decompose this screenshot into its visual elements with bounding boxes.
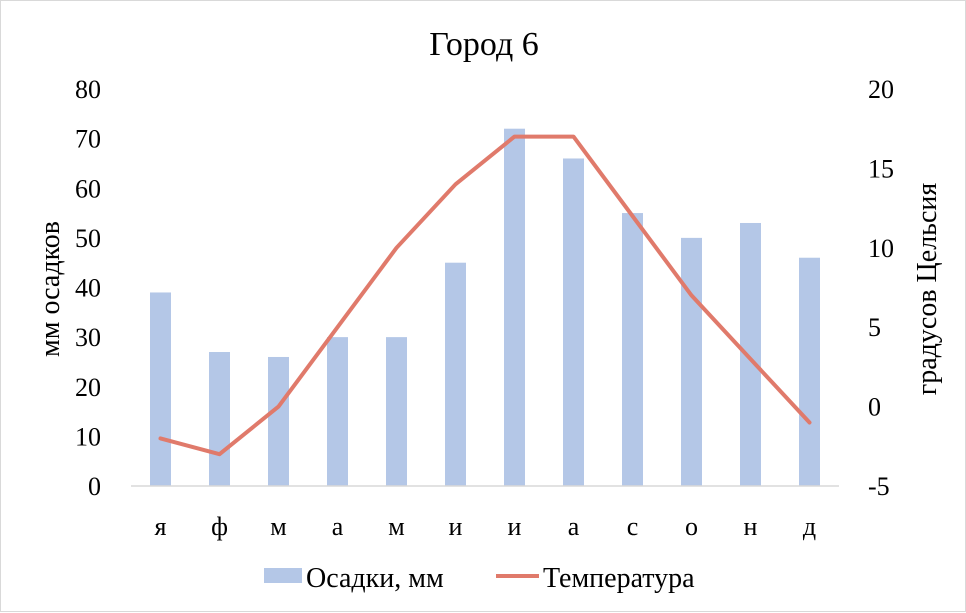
legend-line-label: Температура	[543, 563, 695, 594]
bar	[150, 292, 171, 486]
y-tick-label: 10	[75, 422, 101, 451]
bar	[681, 237, 702, 486]
y2-tick-label: 20	[868, 75, 894, 104]
x-tick-label: ф	[211, 512, 228, 541]
bar	[563, 158, 584, 486]
y2-tick-label: 0	[868, 393, 881, 422]
bar	[740, 222, 761, 487]
legend-bar-label: Осадки, мм	[306, 563, 444, 594]
x-tick-label: д	[803, 512, 816, 541]
x-tick-label: о	[685, 512, 698, 541]
y2-tick-label: 10	[868, 234, 894, 263]
x-tick-label: м	[388, 512, 404, 541]
y-tick-label: 70	[75, 125, 101, 154]
bar	[799, 257, 820, 486]
y2-tick-label: -5	[868, 472, 890, 501]
bar	[268, 356, 289, 486]
bar	[209, 352, 230, 486]
y-tick-label: 0	[88, 472, 101, 501]
legend-bar-swatch	[264, 568, 302, 583]
y-axis-ticks: 0 10 20 30 40 50 60 70 80	[75, 75, 101, 501]
y2-axis-label: градусов Цельсия	[912, 183, 943, 396]
bar	[327, 337, 348, 486]
bar-series	[150, 128, 820, 487]
chart-title: Город 6	[429, 26, 539, 63]
bar	[445, 262, 466, 486]
temperature-line	[158, 134, 812, 457]
x-tick-label: м	[270, 512, 286, 541]
y-tick-label: 40	[75, 274, 101, 303]
x-tick-label: с	[627, 512, 639, 541]
y2-tick-label: 15	[868, 154, 894, 183]
bar	[386, 337, 407, 486]
legend: Осадки, мм Температура	[264, 563, 695, 594]
bar	[504, 128, 525, 486]
x-tick-label: а	[568, 512, 580, 541]
x-tick-label: н	[744, 512, 758, 541]
y-tick-label: 80	[75, 75, 101, 104]
x-tick-label: и	[508, 512, 522, 541]
y2-tick-label: 5	[868, 313, 881, 342]
y-axis-label: мм осадков	[35, 221, 66, 357]
y-tick-label: 60	[75, 174, 101, 203]
y-tick-label: 50	[75, 224, 101, 253]
bar	[622, 213, 643, 486]
x-tick-label: а	[332, 512, 344, 541]
line-series	[158, 134, 812, 457]
y-tick-label: 20	[75, 373, 101, 402]
x-tick-label: и	[449, 512, 463, 541]
y-tick-label: 30	[75, 323, 101, 352]
x-tick-label: я	[155, 512, 167, 541]
y2-axis-ticks: -5 0 5 10 15 20	[868, 75, 894, 501]
